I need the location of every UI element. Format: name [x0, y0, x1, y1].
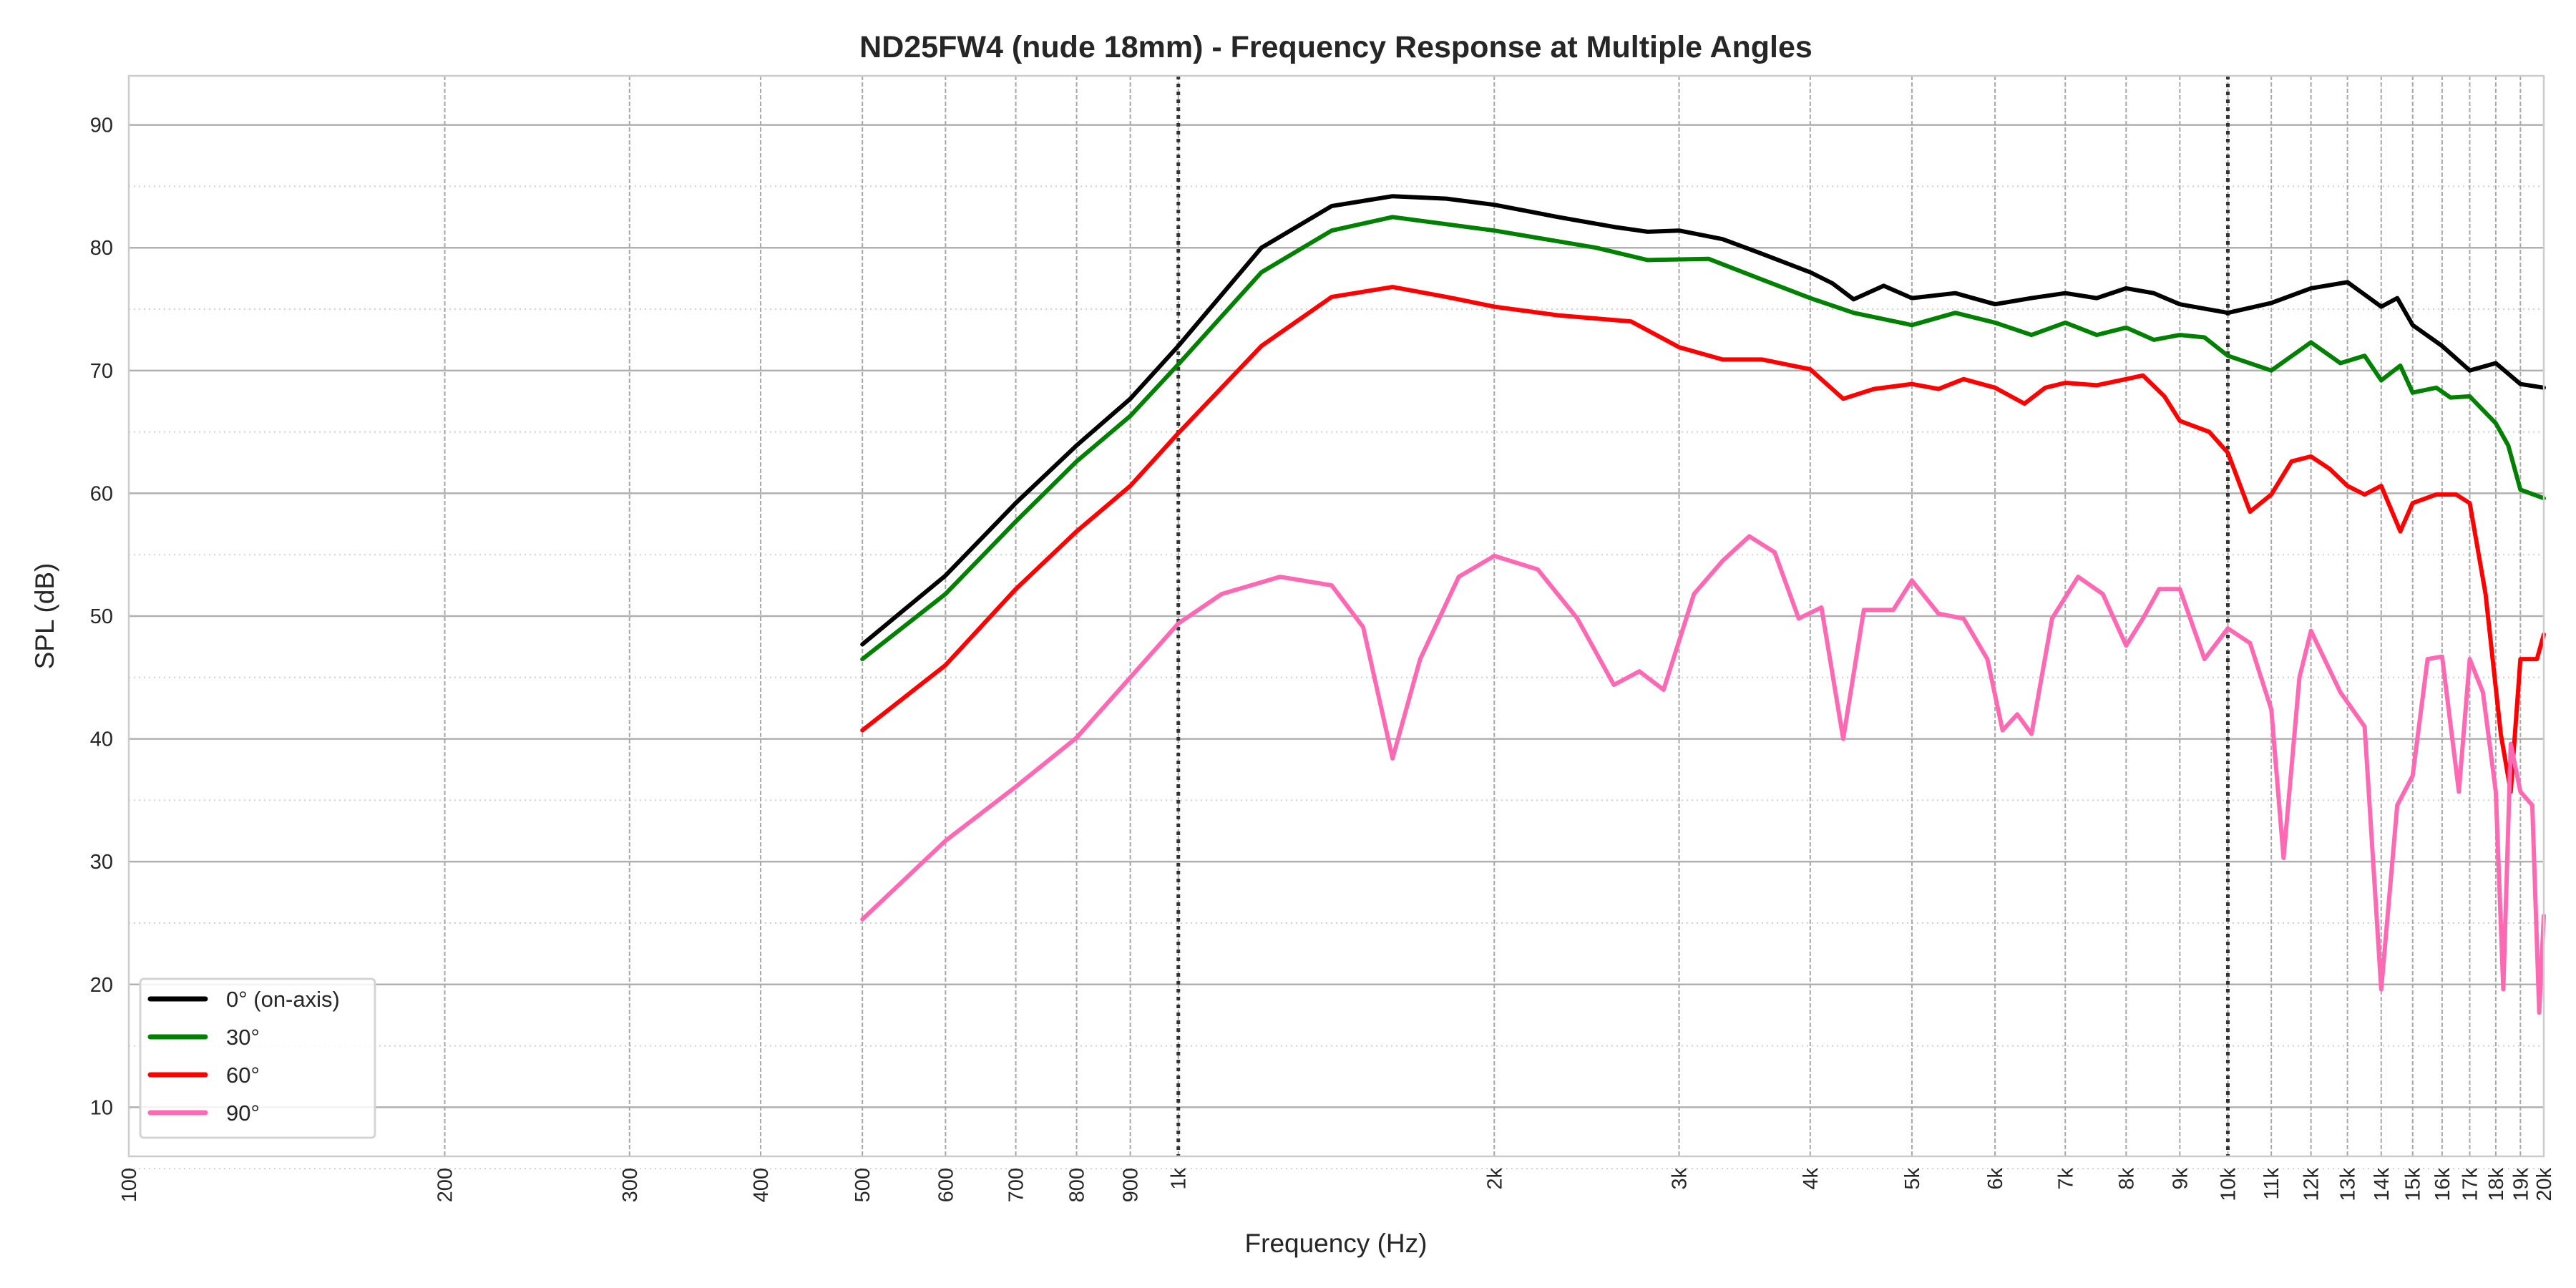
legend[interactable]: 0° (on-axis) 30° 60° 90°	[139, 977, 376, 1139]
x-tick-label: 700	[1005, 1168, 1028, 1202]
x-tick-label: 200	[434, 1168, 457, 1202]
series-lines	[860, 194, 2546, 1015]
legend-label: 90°	[226, 1101, 260, 1126]
y-tick-label: 50	[90, 605, 113, 628]
x-tick-label: 13k	[2337, 1168, 2360, 1201]
chart-title: ND25FW4 (nude 18mm) - Frequency Response…	[859, 30, 1813, 64]
y-tick-label: 10	[90, 1096, 113, 1119]
legend-box	[139, 977, 376, 1139]
x-tick-label: 3k	[1669, 1168, 1692, 1190]
x-tick-label: 300	[619, 1168, 642, 1202]
x-tick-label: 5k	[1901, 1168, 1924, 1190]
x-tick-label: 18k	[2485, 1168, 2508, 1201]
x-tick-label: 2k	[1483, 1168, 1506, 1190]
y-tick-label: 30	[90, 851, 113, 874]
x-tick-label: 16k	[2431, 1168, 2454, 1201]
x-axis-ticks: 100 200 300 400 500 600 700 800 900 1k 2k 3k 4k 5k 6k 7…	[118, 1168, 2556, 1203]
y-tick-label: 90	[90, 114, 113, 137]
series-line-0	[860, 194, 2546, 647]
x-tick-label: 800	[1066, 1168, 1089, 1202]
x-tick-label: 17k	[2459, 1168, 2482, 1201]
y-tick-label: 60	[90, 482, 113, 505]
y-tick-label: 40	[90, 728, 113, 751]
x-tick-label: 1k	[1168, 1168, 1191, 1190]
legend-label: 60°	[226, 1063, 260, 1088]
grid	[128, 76, 2545, 1170]
series-line-3	[860, 534, 2546, 1015]
x-tick-label: 7k	[2054, 1168, 2077, 1190]
x-tick-label: 15k	[2402, 1168, 2425, 1201]
x-tick-label: 6k	[1984, 1168, 2007, 1190]
series-line-2	[860, 285, 2546, 794]
x-tick-label: 500	[852, 1168, 874, 1202]
x-tick-label: 9k	[2169, 1168, 2192, 1190]
x-tick-label: 11k	[2260, 1168, 2283, 1200]
legend-label: 0° (on-axis)	[226, 987, 340, 1012]
x-tick-label: 12k	[2301, 1168, 2323, 1201]
y-tick-label: 70	[90, 360, 113, 383]
y-tick-label: 80	[90, 237, 113, 260]
x-tick-label: 600	[935, 1168, 957, 1202]
y-tick-label: 20	[90, 974, 113, 997]
x-tick-label: 4k	[1800, 1168, 1823, 1190]
x-tick-label: 100	[118, 1168, 141, 1202]
x-tick-label: 10k	[2217, 1168, 2240, 1201]
x-tick-label: 900	[1120, 1168, 1143, 1202]
x-tick-label: 19k	[2509, 1168, 2532, 1201]
y-axis-ticks: 10 20 30 40 50 60 70 80 90	[90, 114, 113, 1120]
x-tick-label: 20k	[2533, 1168, 2556, 1201]
legend-label: 30°	[226, 1025, 260, 1050]
y-axis-label: SPL (dB)	[30, 563, 59, 670]
x-tick-label: 14k	[2371, 1168, 2394, 1201]
x-tick-label: 8k	[2115, 1168, 2138, 1190]
x-axis-label: Frequency (Hz)	[1245, 1229, 1428, 1258]
series-line-1	[860, 215, 2546, 662]
x-tick-label: 400	[750, 1168, 773, 1202]
plot-frame	[127, 74, 2545, 1158]
